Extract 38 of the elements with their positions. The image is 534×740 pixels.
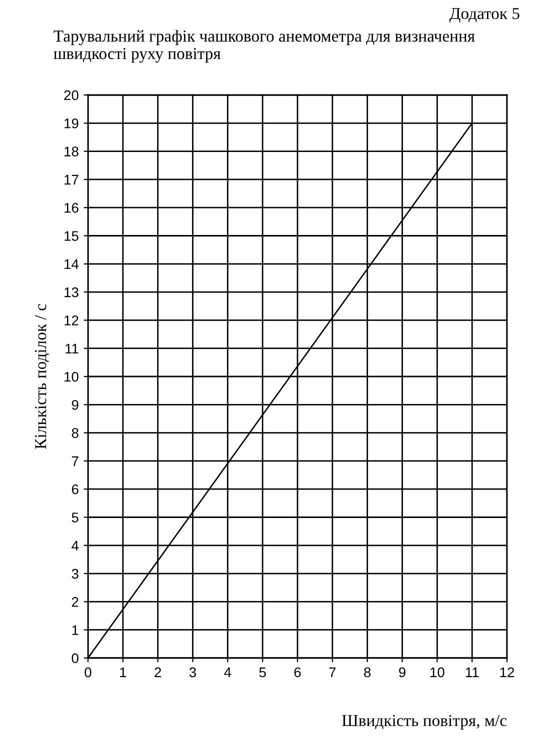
y-tick-label: 2 bbox=[72, 597, 78, 607]
chart-title: Тарувальний графік чашкового анемометра для визначення швидкості руху повітря bbox=[54, 30, 475, 63]
y-tick-label: 19 bbox=[64, 118, 78, 128]
y-tick-label: 8 bbox=[72, 428, 78, 438]
x-tick-label: 0 bbox=[84, 667, 92, 678]
y-tick-label: 14 bbox=[64, 259, 79, 269]
x-tick-label: 11 bbox=[466, 668, 479, 678]
x-tick-label: 2 bbox=[154, 667, 161, 678]
y-tick-label: 9 bbox=[72, 400, 78, 410]
x-tick-label: 9 bbox=[399, 667, 406, 678]
y-tick-label: 0 bbox=[72, 653, 78, 664]
x-axis-title: Швидкість повітря, м/с bbox=[342, 714, 506, 730]
y-tick-label: 5 bbox=[72, 512, 78, 522]
x-tick-label: 6 bbox=[294, 667, 301, 678]
x-tick-label: 3 bbox=[189, 667, 196, 678]
x-tick-label: 12 bbox=[500, 667, 514, 678]
y-tick-label: 18 bbox=[64, 146, 78, 156]
x-tick-label: 8 bbox=[364, 667, 371, 678]
text: Додаток 5 bbox=[449, 8, 520, 23]
x-tick-label: 7 bbox=[329, 668, 336, 678]
x-tick-label: 1 bbox=[120, 668, 126, 678]
y-tick-label: 13 bbox=[64, 287, 78, 298]
y-tick-label: 7 bbox=[72, 456, 78, 466]
y-tick-label: 3 bbox=[72, 568, 78, 579]
x-tick-label: 10 bbox=[430, 667, 444, 678]
x-tick-label: 4 bbox=[224, 668, 232, 678]
y-axis-title: Кількість поділок / с bbox=[35, 304, 50, 449]
y-tick-label: 17 bbox=[64, 174, 78, 184]
x-tick-label: 5 bbox=[259, 668, 266, 678]
y-tick-label: 10 bbox=[64, 372, 78, 382]
y-tick-label: 20 bbox=[64, 90, 78, 100]
y-tick-label: 4 bbox=[72, 540, 79, 550]
y-tick-label: 16 bbox=[64, 202, 78, 213]
y-tick-label: 11 bbox=[66, 344, 78, 354]
y-tick-label: 6 bbox=[72, 484, 78, 494]
y-tick-label: 1 bbox=[72, 625, 78, 635]
y-tick-label: 12 bbox=[64, 316, 78, 326]
y-tick-label: 15 bbox=[64, 231, 78, 241]
